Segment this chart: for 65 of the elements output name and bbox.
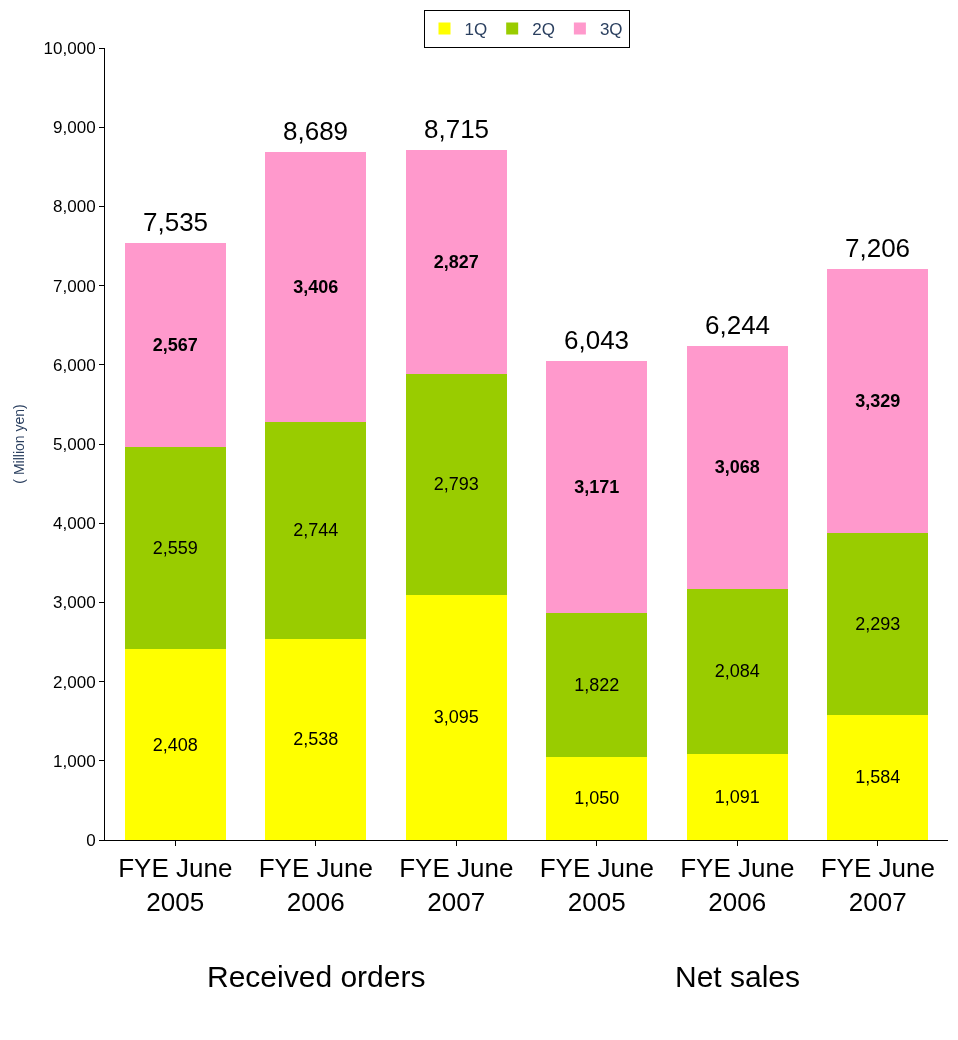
legend-label: 2Q: [532, 20, 555, 40]
bar: [124, 243, 226, 447]
legend-label: 3Q: [599, 20, 623, 40]
bar: [686, 345, 788, 589]
x-tick-label: FYE June 2007: [399, 853, 514, 917]
bar: [686, 588, 788, 754]
bar: [265, 421, 367, 639]
y-tick-label: 2,000: [53, 672, 96, 692]
y-tick-label: 6,000: [53, 355, 96, 375]
bar: [827, 714, 929, 840]
data-label: 1,584: [855, 767, 901, 788]
total-label: 6,043: [564, 325, 630, 355]
bar: [827, 532, 929, 715]
data-label: 3,095: [433, 707, 479, 728]
text: Received orders: [207, 960, 426, 993]
y-tick-label: 1,000: [53, 751, 96, 771]
x-tick-label: FYE June 2006: [258, 853, 373, 917]
y-tick-label: 3,000: [53, 593, 96, 613]
y-tick-label: 9,000: [53, 118, 96, 138]
data-label: 2,567: [152, 334, 198, 355]
bar: [686, 753, 788, 840]
data-label: 2,744: [293, 520, 339, 541]
bar: [546, 361, 648, 613]
bar: [546, 756, 648, 840]
data-label: 1,050: [574, 788, 620, 809]
data-label: 1,822: [574, 674, 620, 695]
data-label: 1,091: [714, 786, 760, 807]
data-label: 2,538: [293, 729, 339, 750]
y-tick-label: 4,000: [53, 514, 96, 534]
total-label: 8,715: [424, 114, 490, 144]
y-axis-title: ( Million yen): [11, 404, 28, 484]
data-label: 2,084: [714, 661, 760, 682]
x-tick-label: FYE June 2005: [539, 853, 654, 917]
bar: [265, 151, 367, 422]
total-label: 7,535: [143, 207, 209, 237]
y-tick-label: 10,000: [43, 38, 96, 58]
bar: [124, 649, 226, 840]
x-tick-label: FYE June 2006: [680, 853, 795, 917]
bar: [405, 373, 507, 595]
x-tick-label: FYE June 2007: [820, 853, 935, 917]
bar: [827, 269, 929, 533]
data-label: 2,793: [433, 474, 479, 495]
text: Net sales: [675, 960, 801, 993]
total-label: 7,206: [845, 233, 911, 263]
data-label: 2,408: [152, 734, 198, 755]
data-label: 3,068: [714, 457, 760, 478]
data-label: 2,559: [152, 537, 198, 558]
y-tick-label: 0: [86, 830, 96, 850]
y-tick-label: 8,000: [53, 197, 96, 217]
bar: [265, 638, 367, 840]
bar: [124, 446, 226, 650]
total-label: 6,244: [705, 310, 771, 340]
data-label: 2,827: [433, 251, 479, 272]
data-label: 3,171: [574, 476, 620, 497]
y-tick-label: 5,000: [53, 434, 96, 454]
legend-label: 1Q: [464, 20, 488, 40]
bar: [405, 594, 507, 840]
x-tick-label: FYE June 2005: [118, 853, 233, 917]
data-label: 2,293: [855, 613, 901, 634]
bar: [405, 149, 507, 374]
data-label: 3,406: [293, 276, 339, 297]
data-label: 3,329: [855, 391, 901, 412]
total-label: 8,689: [283, 116, 349, 146]
y-tick-label: 7,000: [53, 276, 96, 296]
bar: [546, 612, 648, 757]
